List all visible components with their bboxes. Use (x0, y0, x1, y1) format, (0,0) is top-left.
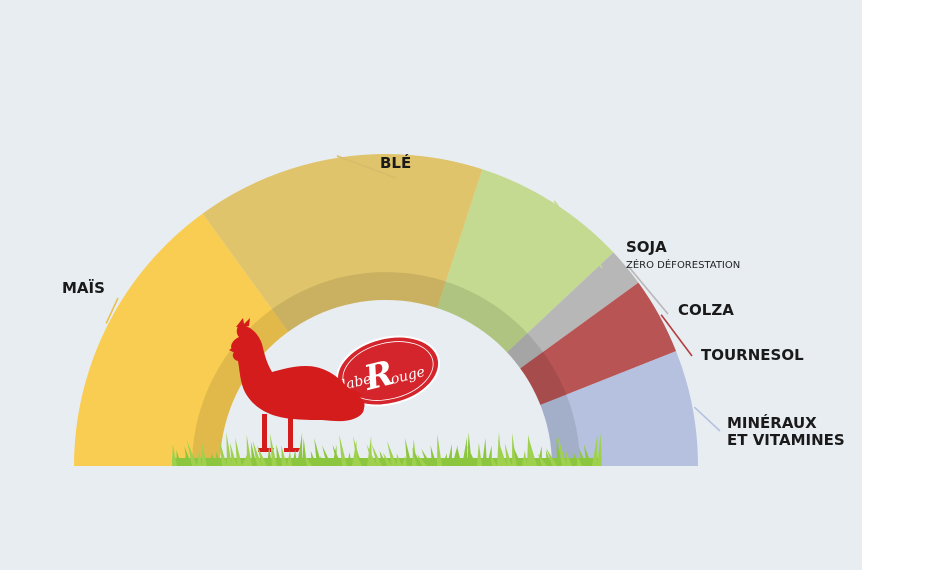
leader-mineraux (693, 406, 721, 432)
grass-blade (546, 448, 557, 466)
grass-blade (267, 446, 272, 466)
grass-blade (583, 444, 592, 466)
grass-blade (250, 441, 257, 466)
grass-blade (310, 450, 317, 466)
grass-blade (252, 440, 262, 466)
grass-blade (487, 445, 492, 466)
grass-blade (490, 454, 497, 466)
leader-colza (627, 265, 669, 315)
grass-blade (207, 454, 213, 466)
grass-blade (219, 439, 227, 466)
leader-soja (553, 200, 603, 269)
grass-blade (416, 454, 427, 466)
grass-blade (229, 442, 237, 466)
grass-blade (216, 451, 222, 466)
chart-canvas: MAÏS BLÉ SOJA ZÉRO DÉFORESTATION COLZA T… (0, 0, 862, 570)
grass-blade (466, 445, 477, 466)
grass-blade (379, 450, 387, 466)
grass-blade (182, 454, 187, 466)
grass-blade (320, 455, 327, 466)
label-mineraux: MINÉRAUX (727, 413, 817, 432)
grass-blade (421, 448, 432, 466)
label-vitamines: ET VITAMINES (727, 431, 845, 449)
grass-blade (347, 452, 352, 466)
grass-blade (442, 453, 447, 466)
grass-blade (269, 433, 277, 466)
label-colza: COLZA (678, 301, 734, 319)
grass-blade (498, 439, 507, 466)
grass-blade (235, 437, 242, 466)
label-tournesol: TOURNESOL (701, 346, 804, 364)
grass-blade (592, 434, 598, 466)
feed-composition-chart: MAÏS BLÉ SOJA ZÉRO DÉFORESTATION COLZA T… (62, 153, 845, 466)
grass-blade (452, 444, 458, 466)
grass-blade (197, 450, 202, 466)
label-soja-sub: ZÉRO DÉFORESTATION (626, 258, 740, 271)
grass-blade (242, 454, 248, 466)
grass-blade (557, 434, 567, 466)
grass-blade (387, 441, 397, 466)
grass-blade (356, 454, 367, 466)
leader-mais (105, 297, 119, 324)
grass-blade (322, 445, 332, 466)
grass-blade (211, 453, 217, 466)
grass-icon (172, 432, 602, 466)
grass-blade (304, 455, 312, 466)
grass-blade (276, 444, 282, 466)
grass-blade (201, 442, 207, 466)
grass-blade (556, 438, 562, 466)
grass-blade (366, 444, 377, 466)
grass-blade (339, 434, 347, 466)
grass-blade (292, 449, 297, 466)
leader-tournesol (660, 314, 693, 357)
grass-blade (297, 432, 303, 466)
grass-blade (578, 447, 587, 466)
grass-blade (411, 447, 422, 466)
leader-ble (336, 155, 397, 179)
label-soja: SOJA (626, 238, 667, 256)
grass-blade (477, 442, 482, 466)
grass-blade (565, 450, 572, 466)
grass-blade (537, 453, 547, 466)
grass-blade (281, 445, 287, 466)
grass-blade (257, 445, 267, 466)
grass-blade (176, 450, 182, 466)
grass-blade (332, 445, 337, 466)
label-mais: MAÏS (62, 278, 105, 297)
grass-blade (504, 443, 512, 466)
grass-blade (522, 450, 527, 466)
grass-blade (332, 444, 342, 466)
grass-blade (396, 453, 402, 466)
grass-blade (226, 432, 232, 466)
grass-blade (382, 452, 392, 466)
grass-blade (545, 449, 552, 466)
grass-blade (482, 437, 487, 466)
grass-blade (572, 452, 577, 466)
grass-blade (430, 445, 437, 466)
grass-blade (577, 455, 582, 466)
grass-blade (437, 434, 442, 466)
grass-blade (456, 446, 462, 466)
grass-blade (527, 434, 532, 466)
leader-lines (105, 155, 721, 432)
grass-blade (172, 444, 177, 466)
grass-blade (314, 438, 322, 466)
grass-blade (246, 434, 252, 466)
grass-blade (186, 440, 197, 466)
label-ble: BLÉ (380, 153, 411, 172)
slice-labels: MAÏS BLÉ SOJA ZÉRO DÉFORESTATION COLZA T… (62, 153, 845, 449)
grass-blade (184, 446, 192, 466)
grass-blade (462, 437, 467, 466)
grass-blade (597, 433, 602, 466)
label-rouge-logo: label R ouge (335, 335, 441, 407)
hen-silhouette-icon (229, 318, 365, 452)
grass-blade (287, 450, 292, 466)
grass-blade (405, 438, 412, 466)
grass-blade (402, 455, 407, 466)
grass-blade (528, 436, 537, 466)
grass-blade (371, 444, 382, 466)
grass-blade (513, 446, 522, 466)
grass-blade (447, 444, 452, 466)
